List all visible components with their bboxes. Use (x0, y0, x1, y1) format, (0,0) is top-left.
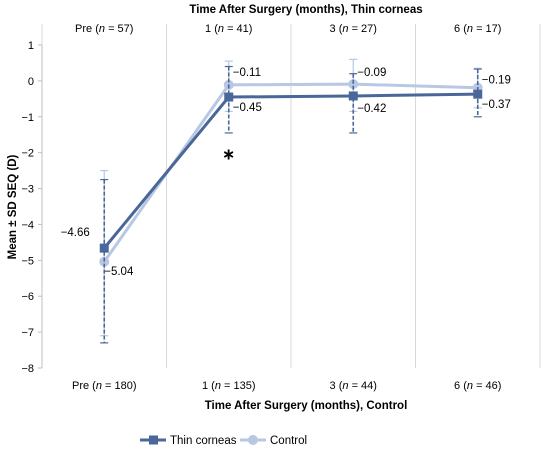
data-label: −0.09 (357, 67, 386, 79)
legend-label: Thin corneas (170, 435, 237, 447)
top-axis-title: Time After Surgery (months), Thin cornea… (189, 4, 422, 16)
y-tick-label: −3 (21, 184, 34, 196)
legend-item-thin-corneas: Thin corneas (140, 435, 237, 447)
legend-item-control: Control (240, 435, 307, 447)
data-point (99, 256, 110, 267)
bottom-category-label: Pre (n = 180) (72, 380, 137, 392)
series-line (103, 92, 478, 250)
significance-marker: ∗ (222, 145, 235, 164)
y-tick-label: 0 (28, 76, 34, 88)
y-tick-label: −1 (21, 112, 34, 124)
y-tick-label: −7 (21, 327, 34, 339)
data-point (99, 243, 109, 253)
data-point (473, 89, 483, 99)
data-label: −0.42 (357, 103, 386, 115)
legend-marker (149, 435, 158, 445)
series-thin-corneas: −4.66 −0.45 −0.42 −0.37 (61, 65, 511, 344)
top-category-label: 3 (n = 27) (330, 23, 377, 35)
y-tick-label: −8 (21, 363, 34, 375)
data-label: −5.04 (104, 266, 134, 278)
bottom-category-label: 3 (n = 44) (330, 380, 377, 392)
data-label: −0.45 (233, 102, 262, 114)
top-category-label: Pre (n = 57) (75, 23, 133, 35)
data-label: −0.11 (233, 67, 261, 79)
data-label: −0.37 (482, 99, 511, 111)
data-label: −4.66 (61, 227, 90, 239)
top-category-label: 1 (n = 41) (205, 23, 252, 35)
x-axis-title: Time After Surgery (months), Control (205, 400, 408, 412)
y-tick-label: 1 (28, 40, 34, 52)
series-control: −5.04 −0.11 −0.09 −0.19 (99, 58, 511, 337)
bottom-category-label: 1 (n = 135) (202, 380, 256, 392)
y-tick-label: −4 (21, 219, 34, 231)
data-label: −0.19 (482, 75, 511, 87)
bottom-category-label: 6 (n = 46) (454, 380, 501, 392)
data-point (224, 92, 234, 102)
y-tick-label: −5 (21, 255, 34, 267)
data-point (348, 91, 358, 101)
y-tick-label: −2 (21, 148, 34, 160)
y-axis-title: Mean ± SD SEQ (D) (7, 154, 19, 259)
legend-label: Control (270, 435, 307, 447)
y-tick-label: −6 (21, 291, 34, 303)
data-point (348, 79, 359, 90)
legend-marker (248, 435, 258, 445)
top-category-label: 6 (n = 17) (454, 23, 501, 35)
